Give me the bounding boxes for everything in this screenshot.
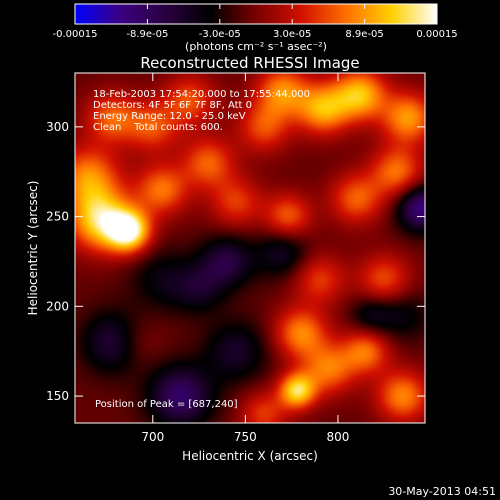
info-line-time: 18-Feb-2003 17:54:20.000 to 17:55:44.000 [93,89,310,100]
colorbar-tick-label: 8.9e-05 [345,29,383,40]
colorbar-strip [74,3,438,25]
y-tick-label: 200 [46,299,69,313]
y-tick-label: 250 [46,210,69,224]
info-line-energy: Energy Range: 12.0 - 25.0 keV [93,111,246,122]
colorbar-tick-labels: -0.00015 -8.9e-05 -3.0e-05 3.0e-05 8.9e-05 0.… [53,29,458,40]
x-axis-ticks: 700 750 800 [141,73,349,444]
peak-position-label: Position of Peak = [687,240] [95,399,238,410]
y-axis-ticks: 150 200 250 300 [46,120,425,403]
chart-title: Reconstructed RHESSI Image [140,54,359,72]
x-tick-label: 700 [141,430,164,444]
plot-frame [74,72,426,424]
colorbar-tick-label: -3.0e-05 [199,29,241,40]
heatmap [75,73,425,423]
colorbar-tick-label: 3.0e-05 [273,29,311,40]
colorbar-unit-label: (photons cm⁻² s⁻¹ asec⁻²) [185,40,327,53]
colorbar-tick-label: 0.00015 [416,29,457,40]
info-line-clean: Clean Total counts: 600. [93,122,223,133]
y-tick-label: 150 [46,389,69,403]
x-axis-label: Heliocentric X (arcsec) [182,449,318,463]
colorbar: -0.00015 -8.9e-05 -3.0e-05 3.0e-05 8.9e-05 0.… [53,3,458,53]
info-line-detectors: Detectors: 4F 5F 6F 7F 8F, Att 0 [93,100,252,111]
colorbar-tick-label: -0.00015 [53,29,98,40]
colorbar-tick-label: -8.9e-05 [126,29,168,40]
heatmap-image [75,73,425,423]
footer-date: 30-May-2013 04:51 [388,485,496,498]
y-tick-label: 300 [46,120,69,134]
info-block: 18-Feb-2003 17:54:20.000 to 17:55:44.000… [93,89,310,133]
x-tick-label: 800 [327,430,350,444]
y-axis-label: Heliocentric Y (arcsec) [26,181,40,316]
colorbar-ticks [74,4,438,24]
x-tick-label: 750 [234,430,257,444]
